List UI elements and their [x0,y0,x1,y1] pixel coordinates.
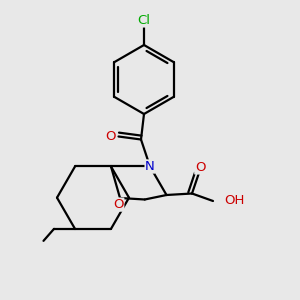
Text: N: N [145,160,155,173]
Text: O: O [113,198,124,211]
Text: Cl: Cl [137,14,151,27]
Text: OH: OH [224,194,245,208]
Text: O: O [195,161,206,174]
Text: O: O [105,130,115,143]
